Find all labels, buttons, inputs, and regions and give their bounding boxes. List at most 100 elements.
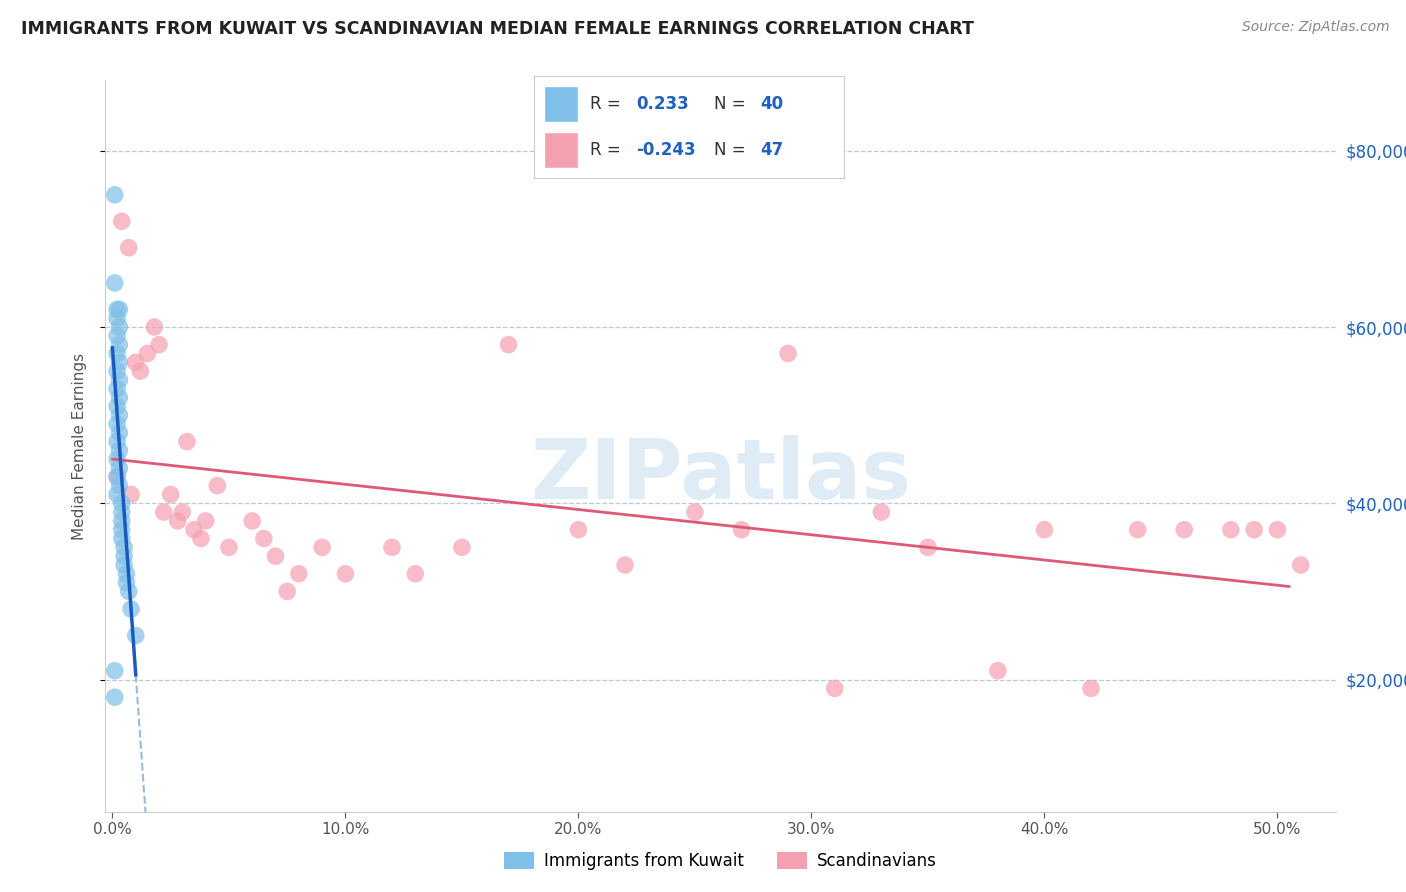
Point — [105, 302, 128, 317]
Point — [105, 311, 128, 326]
Point — [108, 408, 131, 422]
Point — [183, 523, 205, 537]
Point — [120, 602, 142, 616]
Point — [111, 505, 134, 519]
Point — [240, 514, 263, 528]
Point — [105, 382, 128, 396]
Point — [311, 541, 333, 555]
Point — [264, 549, 287, 563]
Point — [1289, 558, 1312, 572]
Point — [176, 434, 198, 449]
Point — [172, 505, 194, 519]
Text: IMMIGRANTS FROM KUWAIT VS SCANDINAVIAN MEDIAN FEMALE EARNINGS CORRELATION CHART: IMMIGRANTS FROM KUWAIT VS SCANDINAVIAN M… — [21, 20, 974, 37]
Text: 40: 40 — [761, 95, 783, 112]
Point — [1126, 523, 1149, 537]
Point — [115, 566, 138, 581]
Point — [218, 541, 240, 555]
Point — [987, 664, 1010, 678]
Point — [105, 487, 128, 501]
Point — [108, 373, 131, 387]
Text: -0.243: -0.243 — [637, 141, 696, 159]
Point — [112, 558, 135, 572]
Point — [111, 214, 134, 228]
Point — [105, 434, 128, 449]
Point — [917, 541, 939, 555]
Point — [614, 558, 637, 572]
Point — [108, 461, 131, 475]
Point — [194, 514, 217, 528]
Point — [1267, 523, 1289, 537]
Text: N =: N = — [714, 95, 751, 112]
Text: N =: N = — [714, 141, 751, 159]
Point — [498, 337, 520, 351]
Point — [148, 337, 170, 351]
Point — [253, 532, 276, 546]
Point — [824, 681, 846, 696]
Point — [105, 417, 128, 431]
Point — [1219, 523, 1241, 537]
Point — [129, 364, 152, 378]
Point — [112, 541, 135, 555]
Point — [120, 487, 142, 501]
Text: Source: ZipAtlas.com: Source: ZipAtlas.com — [1241, 20, 1389, 34]
Point — [778, 346, 800, 360]
Point — [159, 487, 181, 501]
Point — [404, 566, 426, 581]
Point — [115, 575, 138, 590]
Point — [104, 690, 127, 705]
Point — [451, 541, 474, 555]
Point — [105, 452, 128, 467]
Point — [104, 187, 127, 202]
Point — [105, 470, 128, 484]
Point — [108, 391, 131, 405]
Point — [1080, 681, 1102, 696]
Point — [1173, 523, 1195, 537]
Point — [105, 364, 128, 378]
Point — [1033, 523, 1056, 537]
Point — [105, 346, 128, 360]
Legend: Immigrants from Kuwait, Scandinavians: Immigrants from Kuwait, Scandinavians — [498, 845, 943, 877]
Point — [125, 355, 148, 369]
Point — [111, 523, 134, 537]
Text: R =: R = — [591, 141, 626, 159]
Point — [335, 566, 357, 581]
Point — [111, 532, 134, 546]
Point — [125, 628, 148, 642]
Point — [105, 400, 128, 414]
Point — [105, 470, 128, 484]
Text: ZIPatlas: ZIPatlas — [530, 434, 911, 516]
Point — [567, 523, 589, 537]
Point — [104, 664, 127, 678]
Point — [111, 514, 134, 528]
Point — [190, 532, 212, 546]
Point — [105, 329, 128, 343]
Point — [683, 505, 706, 519]
Point — [108, 355, 131, 369]
Point — [152, 505, 174, 519]
Bar — [544, 87, 578, 122]
Point — [118, 241, 141, 255]
Point — [166, 514, 188, 528]
Point — [108, 443, 131, 458]
Point — [381, 541, 404, 555]
Point — [136, 346, 159, 360]
Point — [112, 549, 135, 563]
Point — [118, 584, 141, 599]
Point — [276, 584, 298, 599]
Point — [108, 302, 131, 317]
Point — [207, 478, 229, 492]
Point — [730, 523, 752, 537]
Point — [108, 425, 131, 440]
Y-axis label: Median Female Earnings: Median Female Earnings — [72, 352, 87, 540]
Point — [108, 478, 131, 492]
Point — [143, 320, 166, 334]
Text: 0.233: 0.233 — [637, 95, 689, 112]
Point — [870, 505, 893, 519]
Text: 47: 47 — [761, 141, 783, 159]
Bar — [544, 132, 578, 168]
Text: R =: R = — [591, 95, 626, 112]
Point — [288, 566, 311, 581]
Point — [1243, 523, 1265, 537]
Point — [108, 320, 131, 334]
Point — [104, 276, 127, 290]
